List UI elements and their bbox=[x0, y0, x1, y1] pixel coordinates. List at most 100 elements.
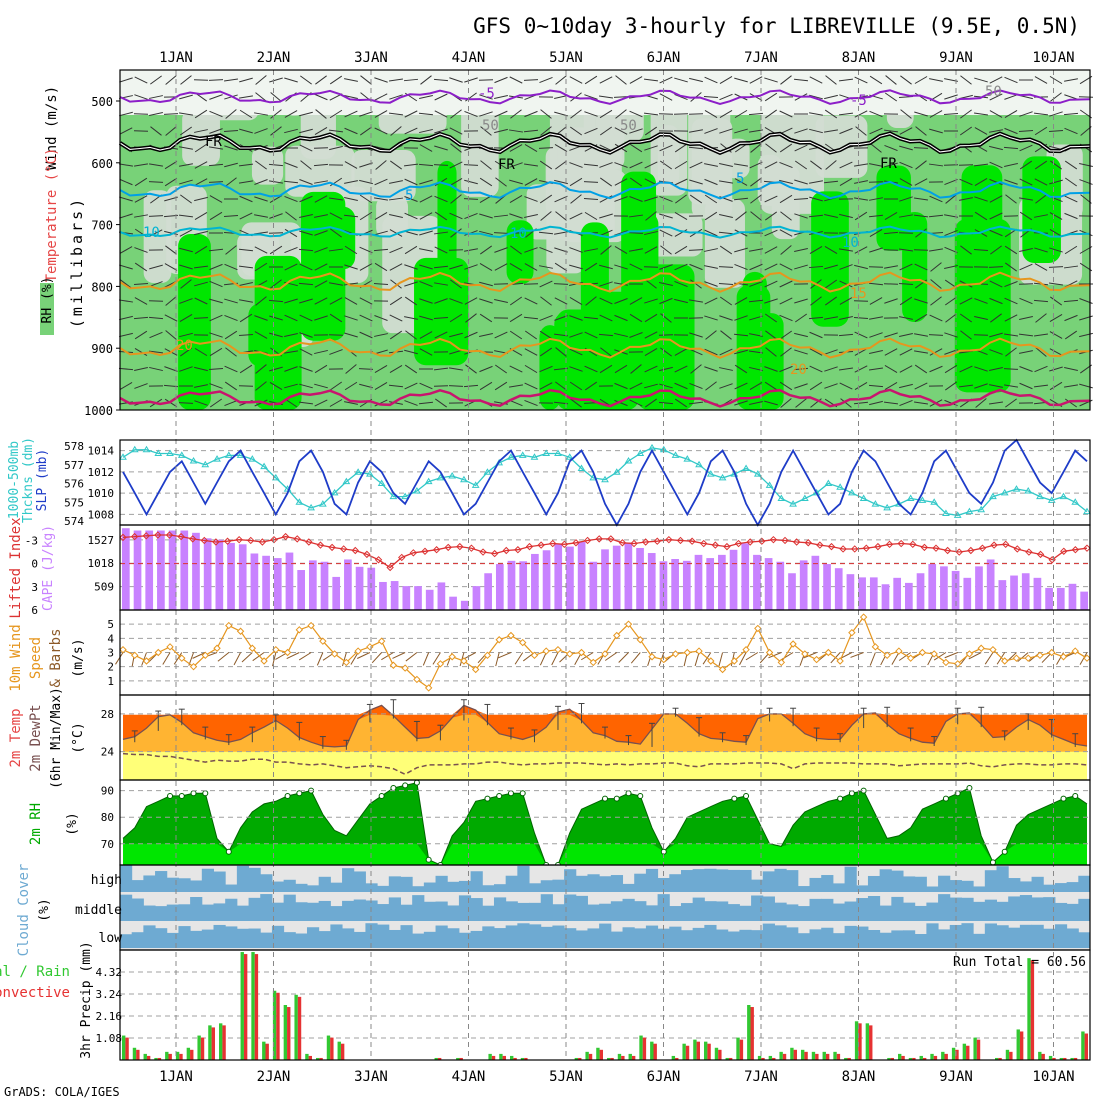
precip-total-bar bbox=[499, 1053, 503, 1060]
wind-barb bbox=[119, 77, 133, 83]
li-point bbox=[967, 546, 975, 555]
wind-barb bbox=[599, 162, 613, 168]
precip-total-bar bbox=[154, 1057, 158, 1060]
precip-total-bar bbox=[1070, 1057, 1074, 1060]
day-label-bottom: 7JAN bbox=[744, 1069, 778, 1085]
wind-barb bbox=[284, 77, 298, 83]
wind-barb bbox=[719, 348, 733, 356]
day-gridlines: 1JAN1JAN2JAN2JAN3JAN3JAN4JAN4JAN5JAN5JAN… bbox=[159, 50, 1074, 1085]
wind-speed-point bbox=[201, 651, 210, 660]
thickness-point bbox=[542, 449, 551, 456]
wind-barb bbox=[419, 348, 433, 356]
wind-barb bbox=[944, 296, 958, 306]
wind-barb bbox=[119, 196, 133, 202]
wind-barb bbox=[178, 214, 194, 218]
li-point bbox=[467, 544, 476, 552]
li-point bbox=[444, 543, 452, 552]
wind-barb bbox=[1064, 398, 1078, 408]
cloud-bar-low bbox=[470, 930, 483, 948]
wind-barb bbox=[599, 297, 613, 305]
cape-bar bbox=[460, 600, 469, 610]
precip-conv-bar bbox=[610, 1057, 614, 1060]
cloud-bar-high bbox=[143, 875, 156, 892]
wind-barb bbox=[298, 401, 314, 405]
wind-barb bbox=[899, 127, 913, 135]
wind-barb bbox=[734, 349, 748, 355]
precip-conv-bar bbox=[319, 1057, 323, 1060]
wind-barb bbox=[509, 129, 523, 133]
cape-bar bbox=[682, 560, 691, 610]
precip-total-bar bbox=[973, 1037, 977, 1060]
precip-total-bar bbox=[1005, 1049, 1010, 1060]
cloud-bar-low bbox=[669, 926, 682, 948]
wind-barb bbox=[554, 262, 568, 272]
wind-barb bbox=[914, 364, 928, 374]
li-point bbox=[386, 563, 394, 572]
rh2m-ylabels: 2m RH (%) bbox=[28, 803, 80, 845]
wind-barb bbox=[614, 364, 628, 374]
wind-barb bbox=[434, 246, 448, 254]
wind-barb bbox=[283, 180, 299, 184]
wind-barb bbox=[163, 113, 179, 115]
cloud-bar-high bbox=[201, 868, 214, 892]
wind-barb bbox=[943, 112, 959, 116]
wind-barb bbox=[629, 110, 643, 118]
wind-barb bbox=[239, 77, 253, 83]
wind-barb bbox=[164, 314, 178, 322]
precip-total-bar bbox=[941, 1051, 945, 1060]
wind-barb bbox=[584, 248, 598, 252]
wind-barb bbox=[854, 76, 868, 84]
wind-barb bbox=[1049, 228, 1063, 238]
cape-ylabels: Lifted Index CAPE (J/kg) bbox=[8, 517, 56, 618]
wind-barb bbox=[974, 196, 988, 202]
li-point bbox=[804, 539, 812, 547]
cloud-bar-low bbox=[1019, 924, 1033, 948]
wind-barb bbox=[884, 298, 898, 304]
wind-barb bbox=[524, 110, 538, 118]
wind-barb bbox=[658, 401, 674, 405]
wind-barb bbox=[314, 214, 328, 218]
upper-air-ylabels: Wind (m/s) Temperature (°C) RH (%) (mill… bbox=[40, 86, 86, 328]
cape-bar bbox=[951, 570, 960, 610]
wind-barb bbox=[614, 162, 628, 168]
cloud-bar-low bbox=[704, 924, 717, 948]
li-point bbox=[665, 535, 673, 544]
wind-barb bbox=[314, 399, 328, 407]
wind-barb bbox=[928, 214, 944, 218]
wind-barb bbox=[209, 128, 223, 134]
precip-total-bar bbox=[596, 1047, 600, 1060]
wind-speed-point bbox=[683, 648, 692, 657]
precip-total-bar bbox=[919, 1055, 923, 1060]
wind-barb bbox=[883, 231, 899, 235]
wind-barb bbox=[1018, 333, 1034, 337]
wind-barb bbox=[809, 348, 823, 356]
thickness-point bbox=[401, 492, 410, 500]
cloud-bar-high bbox=[645, 868, 659, 892]
wind-barb bbox=[1019, 160, 1033, 170]
wind-barb bbox=[973, 249, 989, 251]
wind-barb bbox=[540, 126, 552, 136]
panel-frames bbox=[119, 69, 1091, 1061]
wind-speed-point bbox=[613, 631, 621, 640]
wind-barb bbox=[359, 111, 373, 117]
cloud-bar-middle bbox=[318, 900, 331, 921]
wind-barb bbox=[134, 367, 148, 371]
wind-barb bbox=[494, 381, 508, 391]
wind-barb bbox=[824, 94, 838, 100]
wind-barb bbox=[463, 198, 479, 200]
wind-barb bbox=[450, 279, 462, 289]
wind-barb bbox=[404, 212, 418, 220]
wind-barb bbox=[255, 160, 267, 170]
wind-barb bbox=[899, 332, 913, 338]
rh-moist-region bbox=[742, 271, 767, 353]
li-point bbox=[154, 531, 162, 539]
wind-barb bbox=[194, 245, 208, 255]
wind-barb bbox=[974, 211, 988, 221]
cloud-bar-low bbox=[564, 928, 577, 948]
li-point bbox=[769, 535, 778, 544]
wind-barb bbox=[629, 399, 643, 407]
wind-barb bbox=[120, 279, 132, 289]
li-point bbox=[758, 537, 766, 545]
wind-barb bbox=[314, 349, 328, 355]
wind-barb bbox=[674, 229, 688, 237]
